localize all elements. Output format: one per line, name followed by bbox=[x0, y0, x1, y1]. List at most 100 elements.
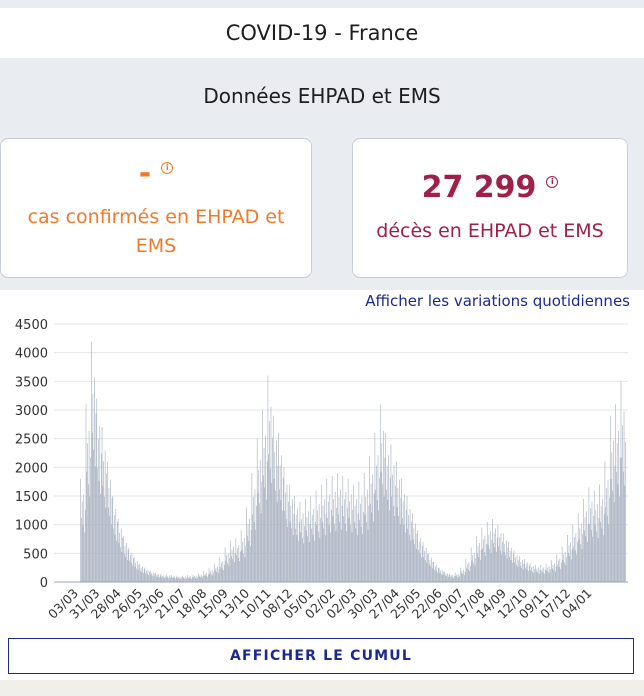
bar bbox=[476, 553, 478, 582]
bar bbox=[81, 518, 82, 582]
bar bbox=[611, 452, 613, 582]
bar bbox=[383, 496, 385, 582]
bar bbox=[299, 501, 301, 582]
bar bbox=[336, 507, 338, 582]
bar bbox=[587, 523, 589, 582]
bar bbox=[551, 568, 553, 582]
bar bbox=[89, 496, 91, 582]
bar bbox=[233, 546, 234, 582]
bar bbox=[441, 569, 443, 582]
bar bbox=[617, 484, 619, 582]
bar bbox=[324, 535, 326, 582]
bar bbox=[311, 514, 313, 582]
bar bbox=[191, 578, 192, 582]
bar bbox=[435, 570, 437, 582]
bar bbox=[342, 475, 344, 582]
bar bbox=[130, 555, 131, 582]
page-title: COVID-19 - France bbox=[225, 21, 419, 45]
bar bbox=[418, 550, 419, 582]
bar bbox=[563, 554, 564, 582]
bar bbox=[174, 576, 175, 582]
bar bbox=[580, 523, 582, 582]
bar bbox=[564, 562, 565, 582]
bar bbox=[605, 507, 607, 582]
info-circle-icon[interactable]: i bbox=[546, 176, 559, 188]
bar bbox=[101, 427, 103, 582]
bar bbox=[135, 562, 137, 582]
bar bbox=[357, 535, 358, 582]
bar bbox=[396, 507, 398, 582]
bar bbox=[120, 547, 121, 582]
bar bbox=[489, 530, 491, 582]
bar bbox=[450, 576, 451, 582]
bar bbox=[324, 499, 325, 582]
bar bbox=[146, 570, 147, 582]
bar bbox=[506, 558, 508, 582]
bar bbox=[575, 533, 577, 582]
bar bbox=[249, 518, 250, 582]
bar bbox=[136, 568, 137, 582]
bar bbox=[295, 514, 297, 582]
bar bbox=[577, 541, 578, 582]
bar bbox=[80, 478, 81, 582]
bar bbox=[364, 514, 366, 582]
bar bbox=[227, 563, 228, 582]
bar bbox=[290, 505, 292, 582]
bar bbox=[540, 564, 542, 582]
bar bbox=[253, 522, 255, 582]
bar bbox=[358, 481, 360, 582]
bar bbox=[583, 530, 585, 582]
bar bbox=[431, 557, 432, 582]
bar bbox=[613, 440, 614, 582]
info-circle-icon[interactable]: i bbox=[161, 161, 174, 174]
bar bbox=[215, 567, 217, 582]
bar bbox=[145, 573, 146, 582]
y-tick-label: 1500 bbox=[15, 490, 48, 505]
bar bbox=[256, 505, 257, 582]
bar bbox=[418, 541, 420, 582]
bar bbox=[579, 528, 581, 582]
bar bbox=[287, 526, 289, 582]
bar bbox=[325, 513, 327, 582]
deaths-value: 27 299 bbox=[421, 170, 537, 205]
bar bbox=[395, 485, 396, 582]
bar bbox=[104, 496, 105, 582]
bar bbox=[294, 496, 295, 582]
bar bbox=[421, 557, 422, 582]
bar bbox=[277, 465, 279, 582]
bar bbox=[505, 555, 506, 582]
bar bbox=[423, 557, 425, 582]
show-cumulative-button[interactable]: AFFICHER LE CUMUL bbox=[8, 638, 634, 674]
bar bbox=[373, 521, 374, 582]
bar bbox=[569, 556, 571, 582]
bar bbox=[317, 510, 318, 582]
bar bbox=[360, 526, 362, 582]
bar bbox=[503, 551, 505, 582]
bar bbox=[301, 519, 302, 582]
bar bbox=[444, 571, 445, 582]
bar bbox=[609, 497, 610, 582]
bar bbox=[308, 511, 309, 582]
bar bbox=[408, 514, 409, 582]
bar bbox=[497, 524, 499, 582]
bar bbox=[484, 535, 486, 582]
variations-toggle-link[interactable]: Afficher les variations quotidiennes bbox=[365, 292, 630, 310]
bar bbox=[450, 575, 452, 582]
bar bbox=[517, 566, 519, 582]
bar bbox=[204, 575, 205, 582]
bar bbox=[220, 566, 221, 582]
bar bbox=[594, 525, 596, 582]
bar bbox=[100, 453, 102, 582]
bar bbox=[532, 571, 533, 582]
bar bbox=[576, 554, 577, 582]
bar bbox=[526, 569, 528, 582]
bar bbox=[289, 521, 291, 582]
bar bbox=[536, 568, 538, 582]
bar bbox=[618, 430, 620, 582]
bar bbox=[367, 529, 369, 582]
bar bbox=[340, 489, 341, 582]
bar bbox=[609, 415, 611, 582]
bar bbox=[319, 537, 321, 582]
bar bbox=[581, 548, 583, 582]
bar bbox=[573, 546, 574, 582]
